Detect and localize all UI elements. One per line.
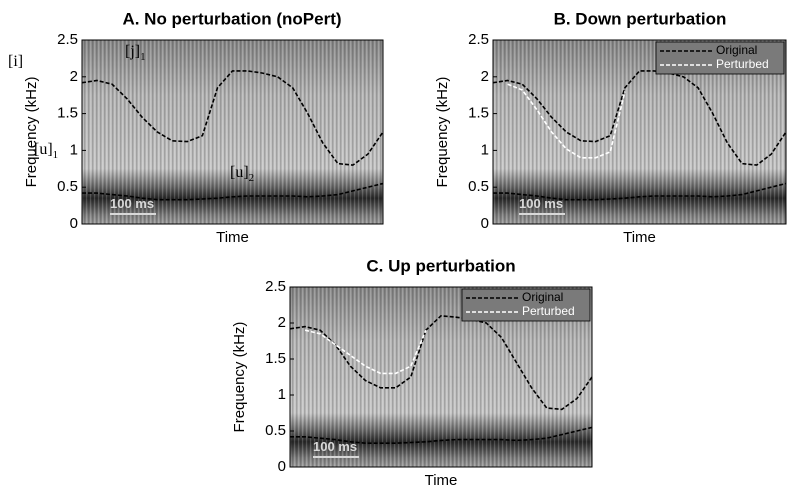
formant-line [82,70,383,166]
annotation-text: [i] [8,53,23,70]
panel: B. Down perturbation Time Frequency (kHz) 0… [434,9,787,246]
y-axis-label: Frequency (kHz) [434,77,451,188]
annotation-text: [u] [34,141,53,158]
panel: A. No perturbation (noPert) Time Frequency… [8,9,384,246]
y-tick-label: 2 [481,68,489,85]
annotation: [u]1 [34,141,58,161]
formant-line [290,314,592,411]
y-tick-label: 0 [70,215,78,232]
chart-title: B. Down perturbation [554,9,727,28]
annotation: [u]2 [230,164,254,184]
legend-label: Perturbed [522,304,575,318]
panel: C. Up perturbation Time Frequency (kHz) 0 0.… [231,256,593,489]
y-axis-label: Frequency (kHz) [23,77,40,188]
y-tick-label: 1 [70,141,78,158]
y-tick-label: 2.5 [468,31,489,48]
annotation: 100 ms [110,196,154,211]
y-tick-label: 1 [481,141,489,158]
annotation-text: 100 ms [519,196,563,211]
formant-line [82,182,383,201]
x-axis-label: Time [623,229,656,246]
y-tick-label: 2.5 [57,31,78,48]
y-tick-label: 2.5 [265,278,286,295]
x-axis-label: Time [425,472,458,488]
formant-line [304,329,427,375]
y-tick-label: 1.5 [265,350,286,367]
annotation-text: [u] [230,164,249,181]
formant-line [493,182,786,201]
annotation-subscript: 1 [53,149,59,161]
plot-frame [289,286,593,468]
legend-box [461,288,591,322]
y-tick-label: 1 [278,386,286,403]
y-tick-label: 0.5 [265,422,286,439]
annotation: [j]1 [125,43,146,63]
y-tick-label: 0 [481,215,489,232]
y-tick-label: 0 [278,458,286,475]
annotation-text: 100 ms [313,439,357,454]
y-tick-label: 0.5 [468,178,489,195]
y-axis-label: Frequency (kHz) [231,322,248,433]
annotation-text: [j] [125,43,140,60]
chart-title: C. Up perturbation [366,256,515,275]
y-tick-label: 0.5 [57,178,78,195]
y-tick-label: 1.5 [468,105,489,122]
plot-frame [81,39,384,225]
annotation: [i] [8,53,23,70]
annotation: 100 ms [313,439,357,454]
annotation-subscript: 2 [249,172,255,184]
y-tick-label: 2 [278,314,286,331]
legend-label: Original [716,43,757,57]
formant-line [507,83,626,159]
formant-line [290,426,592,444]
y-tick-label: 1.5 [57,105,78,122]
legend-label: Original [522,290,563,304]
x-axis-label: Time [216,229,249,246]
annotation: 100 ms [519,196,563,211]
y-tick-label: 2 [70,68,78,85]
annotation-subscript: 1 [140,51,146,63]
plot-frame [492,39,787,225]
legend-box [655,41,785,75]
chart-title: A. No perturbation (noPert) [122,9,341,28]
legend-label: Perturbed [716,57,769,71]
annotation-text: 100 ms [110,196,154,211]
formant-line [493,70,786,166]
